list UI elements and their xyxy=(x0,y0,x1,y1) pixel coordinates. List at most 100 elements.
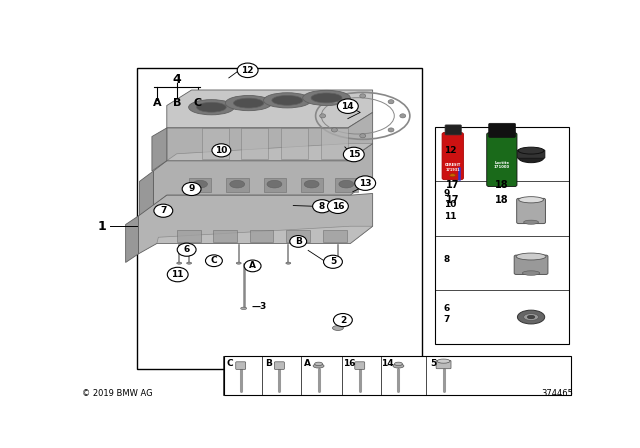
Polygon shape xyxy=(323,230,347,242)
Text: 14: 14 xyxy=(342,102,354,111)
FancyBboxPatch shape xyxy=(442,133,463,180)
Ellipse shape xyxy=(335,262,340,264)
Circle shape xyxy=(290,236,307,247)
Circle shape xyxy=(388,100,394,104)
Text: 18: 18 xyxy=(495,194,509,204)
Ellipse shape xyxy=(518,147,544,154)
FancyBboxPatch shape xyxy=(445,125,461,135)
Text: 9: 9 xyxy=(188,185,195,194)
Circle shape xyxy=(237,63,258,78)
Circle shape xyxy=(167,267,188,282)
Text: 10: 10 xyxy=(215,146,228,155)
Circle shape xyxy=(324,255,342,268)
Text: 6: 6 xyxy=(184,245,190,254)
Circle shape xyxy=(388,128,394,132)
Circle shape xyxy=(328,199,348,214)
Text: 16: 16 xyxy=(342,359,355,368)
Text: © 2019 BMW AG: © 2019 BMW AG xyxy=(83,389,153,398)
Text: —3: —3 xyxy=(251,302,266,311)
Ellipse shape xyxy=(517,310,545,324)
Text: A: A xyxy=(249,262,256,271)
Ellipse shape xyxy=(267,181,282,188)
Polygon shape xyxy=(241,128,269,159)
Ellipse shape xyxy=(516,253,546,260)
Ellipse shape xyxy=(286,262,291,264)
Circle shape xyxy=(360,94,365,98)
Text: A: A xyxy=(152,98,161,108)
Text: 374465: 374465 xyxy=(541,389,573,398)
FancyBboxPatch shape xyxy=(355,362,365,370)
Text: 17: 17 xyxy=(446,194,460,204)
Ellipse shape xyxy=(394,362,403,366)
Ellipse shape xyxy=(234,98,264,108)
Polygon shape xyxy=(264,178,286,192)
Text: 12: 12 xyxy=(444,146,456,155)
Polygon shape xyxy=(138,194,372,254)
Polygon shape xyxy=(227,178,248,192)
Text: CERESIT
171931: CERESIT 171931 xyxy=(444,163,461,172)
Text: 5: 5 xyxy=(430,359,436,368)
Ellipse shape xyxy=(272,95,303,105)
Ellipse shape xyxy=(393,364,404,368)
Ellipse shape xyxy=(524,314,538,320)
Text: 11: 11 xyxy=(172,270,184,279)
Circle shape xyxy=(332,128,337,132)
Polygon shape xyxy=(157,226,372,244)
Ellipse shape xyxy=(339,181,354,188)
Text: 6
7: 6 7 xyxy=(444,304,450,323)
FancyBboxPatch shape xyxy=(486,133,517,186)
Ellipse shape xyxy=(311,93,342,103)
Text: B: B xyxy=(295,237,301,246)
Circle shape xyxy=(177,243,196,256)
Polygon shape xyxy=(301,178,323,192)
Ellipse shape xyxy=(450,174,456,177)
FancyBboxPatch shape xyxy=(435,127,568,344)
Circle shape xyxy=(205,255,222,267)
Polygon shape xyxy=(286,230,310,242)
Ellipse shape xyxy=(236,262,241,264)
Polygon shape xyxy=(167,112,372,161)
FancyBboxPatch shape xyxy=(236,362,246,370)
Ellipse shape xyxy=(187,262,191,264)
Ellipse shape xyxy=(332,326,344,331)
Text: 17: 17 xyxy=(446,180,460,190)
FancyBboxPatch shape xyxy=(275,362,284,370)
Text: 12: 12 xyxy=(241,66,254,75)
Text: B: B xyxy=(265,359,272,368)
FancyBboxPatch shape xyxy=(436,361,451,369)
Polygon shape xyxy=(189,178,211,192)
Polygon shape xyxy=(167,143,372,161)
Ellipse shape xyxy=(522,271,540,276)
FancyBboxPatch shape xyxy=(137,68,422,370)
Text: C: C xyxy=(211,256,217,265)
FancyBboxPatch shape xyxy=(224,356,571,395)
Circle shape xyxy=(400,114,406,118)
Text: 13: 13 xyxy=(359,179,371,188)
Ellipse shape xyxy=(527,315,535,319)
Ellipse shape xyxy=(518,197,543,203)
Polygon shape xyxy=(177,230,200,242)
Ellipse shape xyxy=(225,95,272,111)
Polygon shape xyxy=(152,128,167,171)
Circle shape xyxy=(154,204,173,217)
Ellipse shape xyxy=(303,90,350,105)
Text: 8: 8 xyxy=(444,255,450,264)
Text: 7: 7 xyxy=(160,206,166,215)
FancyBboxPatch shape xyxy=(517,150,545,158)
Polygon shape xyxy=(250,230,273,242)
Text: 9
10
11: 9 10 11 xyxy=(444,190,456,220)
Circle shape xyxy=(212,144,231,157)
FancyBboxPatch shape xyxy=(514,255,548,275)
Ellipse shape xyxy=(241,307,246,310)
Text: 8: 8 xyxy=(319,202,325,211)
Text: 14: 14 xyxy=(381,359,394,368)
Polygon shape xyxy=(125,216,138,263)
Ellipse shape xyxy=(315,362,323,366)
Polygon shape xyxy=(167,90,372,128)
Circle shape xyxy=(333,314,352,327)
Circle shape xyxy=(244,260,261,272)
Polygon shape xyxy=(281,128,308,159)
Circle shape xyxy=(360,134,365,138)
Polygon shape xyxy=(140,171,154,216)
Text: C: C xyxy=(227,359,233,368)
